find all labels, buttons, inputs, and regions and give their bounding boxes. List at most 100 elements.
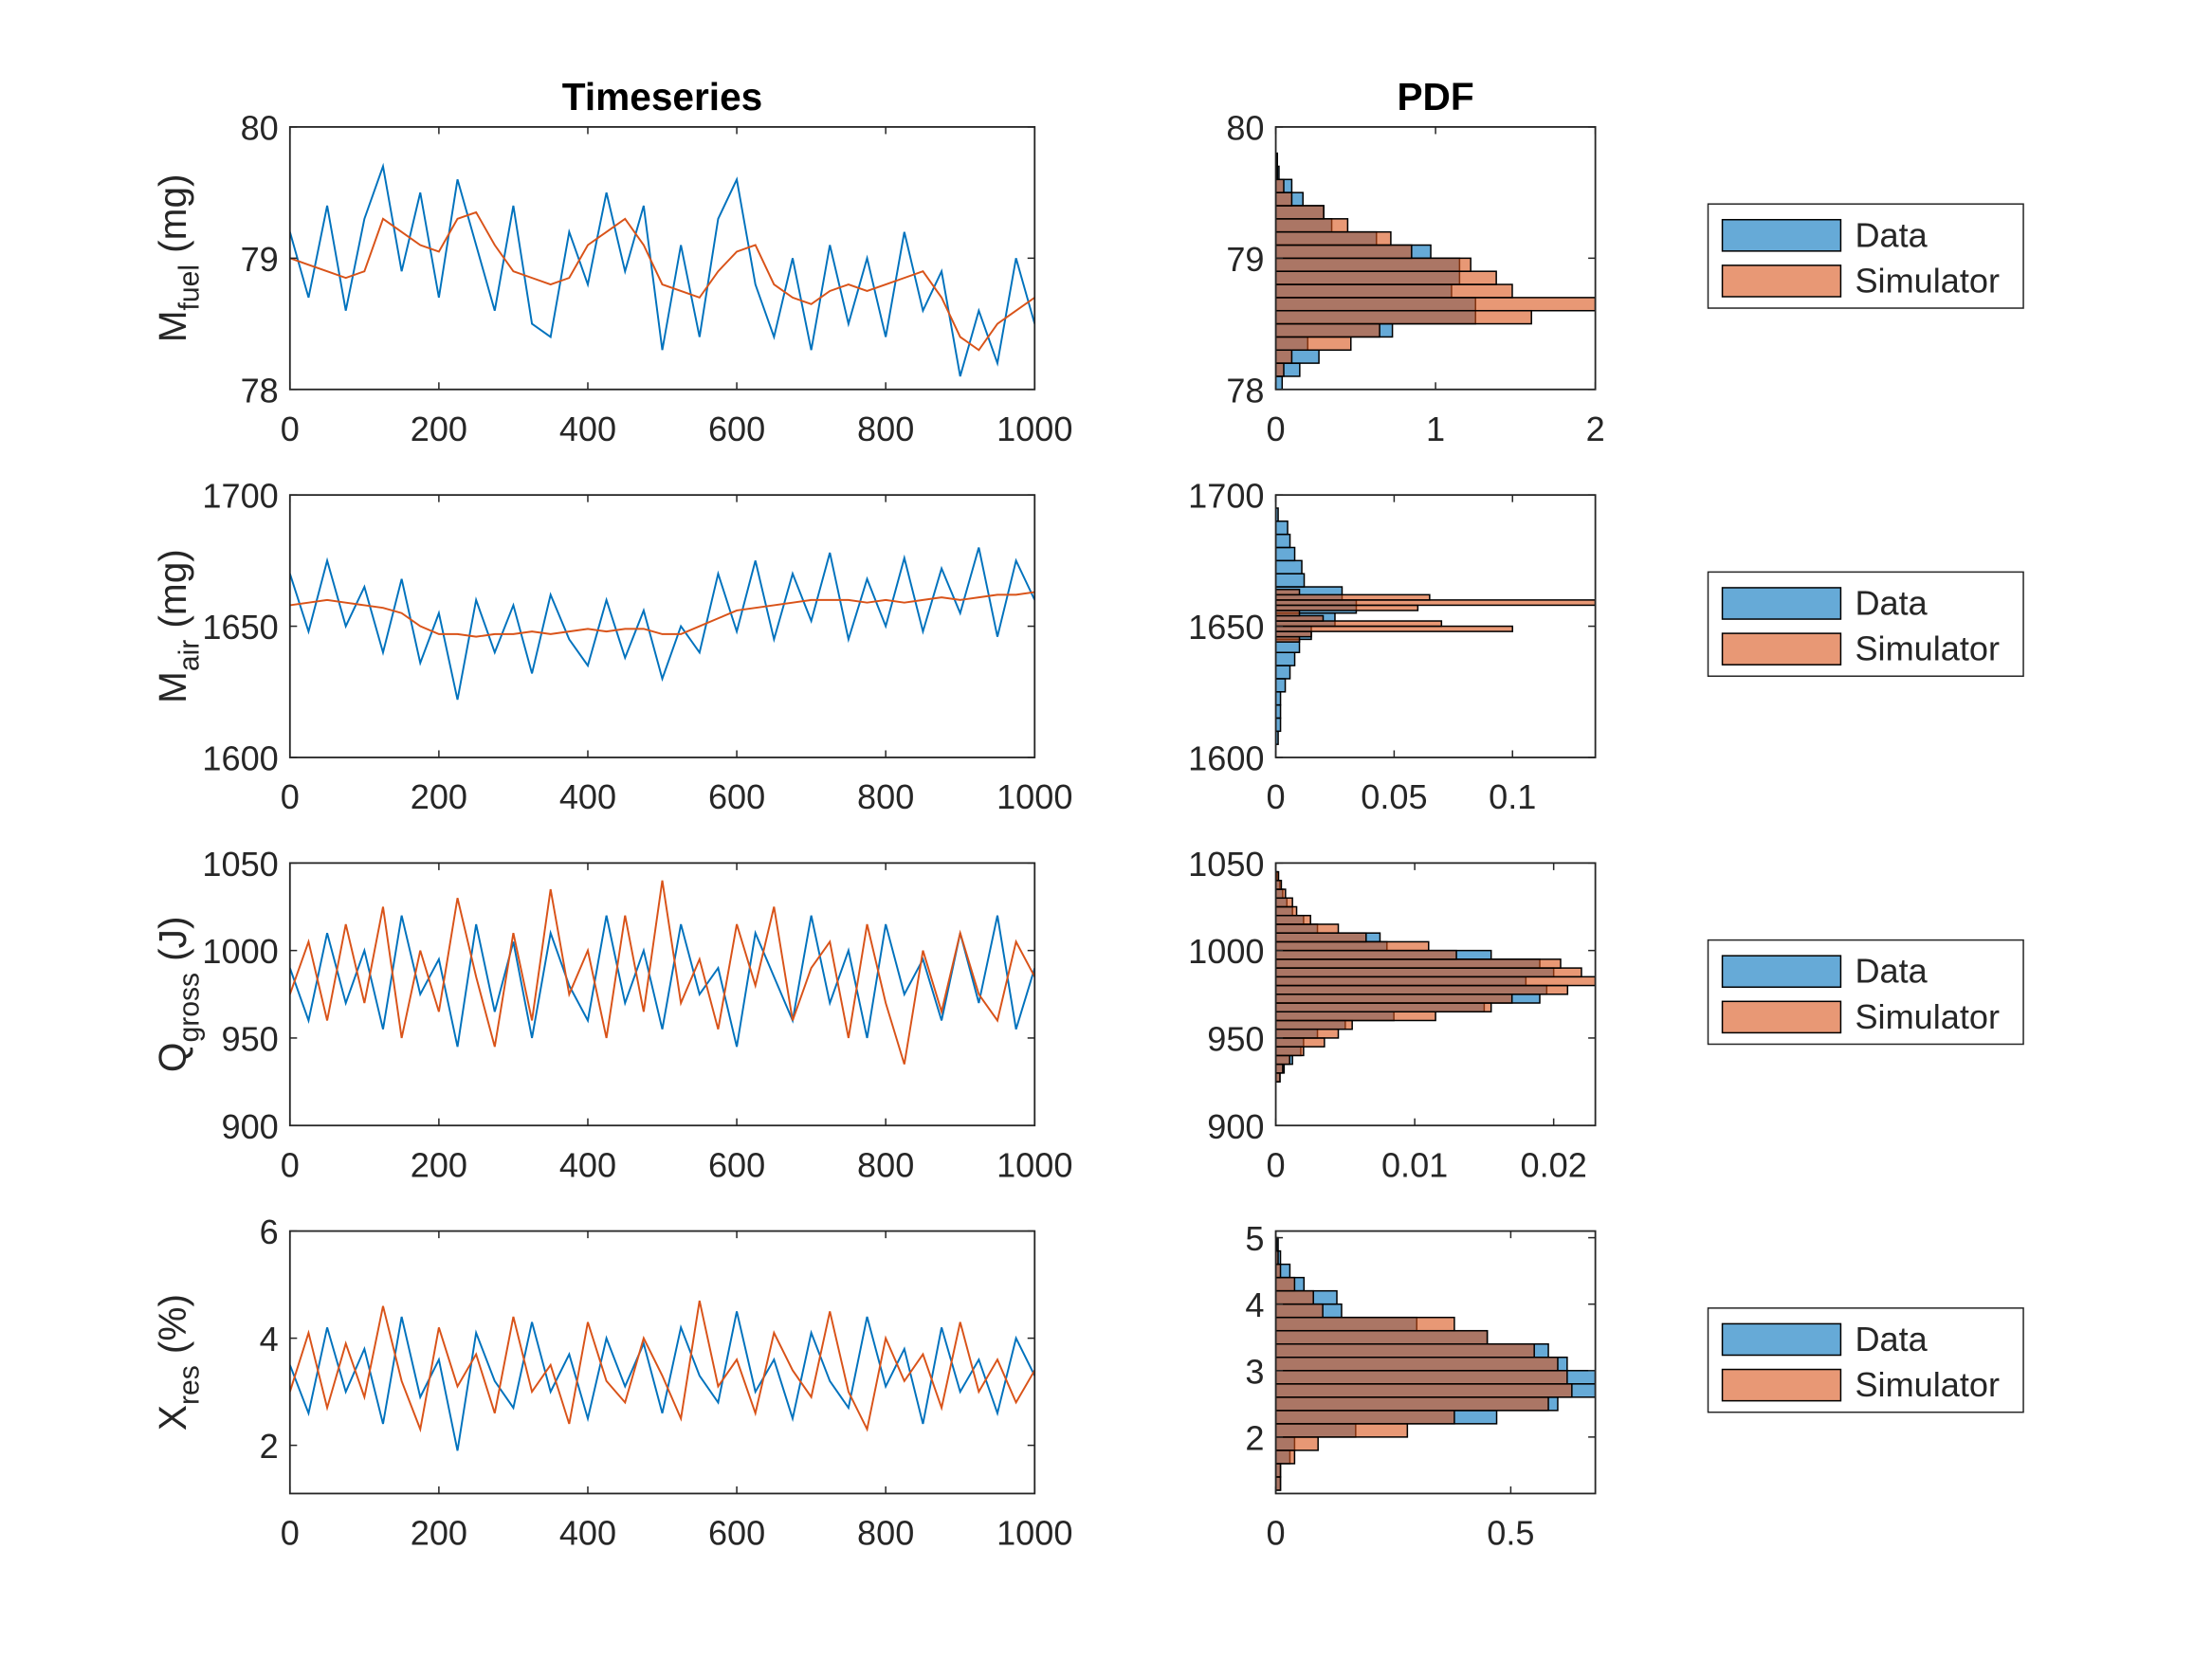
- hist-bar: [1275, 949, 1457, 960]
- hist-bar: [1275, 1019, 1353, 1030]
- hist-bar: [1275, 888, 1287, 900]
- hist-bar: [1275, 257, 1472, 272]
- hist-bar: [1275, 610, 1301, 617]
- x-tick-label: 1: [1426, 410, 1445, 448]
- hist-bar: [1275, 1423, 1409, 1438]
- legend-label: Data: [1855, 952, 1928, 991]
- x-tick-label: 1000: [996, 410, 1072, 448]
- x-tick-label: 200: [411, 1145, 467, 1184]
- y-tick-label: 4: [260, 1320, 279, 1358]
- y-tick-label: 5: [1245, 1219, 1264, 1258]
- x-tick-label: 1000: [996, 1514, 1072, 1553]
- y-tick-label: 1650: [202, 608, 278, 647]
- y-tick-label: 900: [1207, 1107, 1264, 1146]
- series-line: [289, 915, 1035, 1048]
- hist-bar: [1275, 507, 1279, 522]
- legend-swatch: [1721, 218, 1842, 252]
- hist-bar: [1275, 932, 1367, 943]
- y-tick-label: 79: [1226, 240, 1264, 279]
- x-tick-label: 200: [411, 410, 467, 448]
- x-tick-label: 200: [411, 1514, 467, 1553]
- hist-bar: [1275, 1436, 1319, 1451]
- hist-bar: [1275, 599, 1596, 607]
- y-label-unit: (%): [151, 1294, 194, 1354]
- y-tick-label: 1600: [1188, 739, 1264, 778]
- hist-bar: [1275, 678, 1287, 693]
- axes-box: [1274, 1230, 1597, 1495]
- legend-label: Data: [1855, 215, 1928, 254]
- y-label-main: M: [151, 310, 194, 342]
- hist-bar: [1275, 218, 1349, 233]
- hist-bar: [1275, 533, 1291, 549]
- hist-bar: [1275, 1342, 1535, 1358]
- x-tick-label: 600: [708, 777, 765, 816]
- x-tick-label: 800: [857, 1145, 914, 1184]
- y-tick-label: 1050: [202, 845, 278, 884]
- hist-bar: [1275, 559, 1303, 574]
- hist-bar: [1275, 984, 1569, 995]
- y-label-unit: (mg): [151, 549, 194, 628]
- hist-bar: [1275, 614, 1325, 622]
- hist-bar: [1275, 589, 1301, 596]
- y-tick-label: 6: [260, 1212, 279, 1251]
- lines: [289, 547, 1035, 701]
- chart-title: Timeseries: [562, 75, 762, 118]
- y-tick-label: 1000: [202, 932, 278, 971]
- legend-swatch: [1721, 587, 1842, 620]
- y-tick-label: 1700: [1188, 477, 1264, 516]
- hist-bar: [1275, 1316, 1455, 1332]
- y-tick-label: 1650: [1188, 608, 1264, 647]
- x-tick-label: 1000: [996, 777, 1072, 816]
- hist-bar: [1275, 573, 1306, 588]
- series-line: [289, 1300, 1035, 1433]
- x-tick-label: 200: [411, 777, 467, 816]
- y-tick-label: 4: [1245, 1285, 1264, 1324]
- hist-bar: [1275, 1303, 1324, 1319]
- x-tick-label: 400: [559, 410, 616, 448]
- hist-bar: [1275, 1054, 1290, 1066]
- legend-label: Simulator: [1855, 261, 2000, 300]
- hist-bar: [1275, 336, 1352, 352]
- y-label-unit: (mg): [151, 173, 194, 252]
- hist-bar: [1275, 349, 1293, 364]
- legend-label: Simulator: [1855, 629, 2000, 668]
- y-tick-label: 80: [241, 108, 279, 147]
- hist-bar: [1275, 1276, 1296, 1292]
- hist-bar: [1275, 1329, 1489, 1345]
- legend-label: Simulator: [1855, 997, 2000, 1036]
- y-label-main: M: [151, 671, 194, 703]
- y-tick-label: 79: [241, 240, 279, 279]
- y-label-unit: (J): [151, 917, 194, 961]
- x-tick-label: 600: [708, 1145, 765, 1184]
- x-tick-label: 600: [708, 1514, 765, 1553]
- hist-bar: [1275, 651, 1296, 666]
- hist-bar: [1275, 630, 1312, 638]
- x-tick-label: 0: [281, 1145, 300, 1184]
- hist-bar: [1275, 1002, 1492, 1013]
- hist-bar: [1275, 546, 1296, 562]
- series-line: [289, 210, 1035, 352]
- y-tick-label: 1050: [1188, 845, 1264, 884]
- x-tick-label: 2: [1586, 410, 1605, 448]
- y-label-main: X: [151, 1405, 194, 1431]
- hist-bar: [1275, 270, 1497, 285]
- chart-title: PDF: [1397, 75, 1473, 118]
- plot-area: [289, 863, 1035, 1126]
- legend-swatch: [1721, 1368, 1842, 1402]
- legend-swatch: [1721, 1322, 1842, 1357]
- legend-swatch: [1721, 1000, 1842, 1034]
- x-tick-label: 0.1: [1489, 777, 1536, 816]
- hist-bar: [1275, 967, 1582, 978]
- y-tick-label: 1700: [202, 477, 278, 516]
- hist-bar: [1275, 1046, 1305, 1057]
- legend-swatch: [1721, 264, 1842, 298]
- hist-bar: [1275, 593, 1431, 601]
- x-tick-label: 0.05: [1361, 777, 1427, 816]
- hist-bar: [1275, 1011, 1436, 1022]
- hist-bar: [1275, 1449, 1296, 1465]
- legend-label: Data: [1855, 584, 1928, 623]
- y-axis-label: Mair (mg): [151, 549, 206, 703]
- x-tick-label: 0: [1267, 1145, 1286, 1184]
- hist-bar: [1275, 923, 1340, 934]
- series-line: [289, 162, 1035, 377]
